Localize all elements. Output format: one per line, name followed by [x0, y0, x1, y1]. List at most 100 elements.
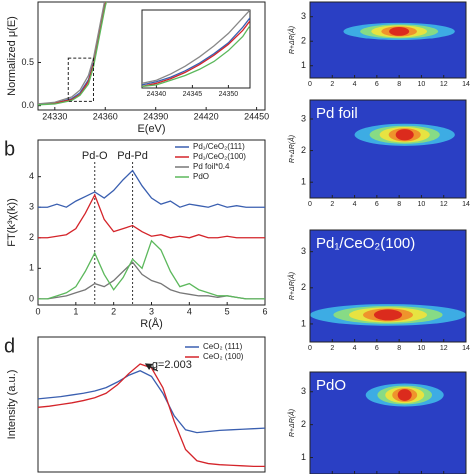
legend-label: CeO₂ (100) — [203, 352, 244, 361]
x-axis-label: R(Å) — [140, 317, 163, 330]
annotation-arrow — [144, 363, 159, 372]
annotation: g=2.003 — [152, 359, 192, 371]
heatmap-peak — [373, 309, 403, 321]
x-tick-label: 2 — [330, 201, 334, 208]
y-axis-label: R+ΔR(Å) — [287, 26, 296, 54]
y-axis-label: FT(k³χ(k)) — [6, 198, 18, 247]
x-tick-label: 0 — [35, 306, 40, 316]
reference-label: Pd-Pd — [117, 150, 148, 162]
y-axis-label: R+ΔR(Å) — [287, 135, 296, 163]
x-tick-label: 24450 — [244, 111, 269, 121]
line-series — [38, 239, 265, 300]
x-tick-label: 2 — [330, 345, 334, 352]
y-tick-label: 0.0 — [21, 100, 34, 110]
y-tick-label: 2 — [301, 419, 306, 429]
plot-frame — [37, 336, 266, 473]
y-tick-label: 3 — [301, 386, 306, 396]
x-tick-label: 12 — [440, 345, 448, 352]
x-tick-label: 24350 — [219, 91, 239, 98]
x-tick-label: 24420 — [194, 111, 219, 121]
x-tick-label: 8 — [397, 201, 401, 208]
heatmap-background — [310, 100, 466, 198]
reference-label: Pd-O — [82, 150, 108, 162]
x-tick-label: 24340 — [147, 91, 167, 98]
heatmap-peak — [397, 389, 412, 401]
y-tick-label: 0.5 — [21, 57, 34, 67]
x-tick-label: 4 — [353, 345, 357, 352]
x-tick-label: 24390 — [143, 111, 168, 121]
x-tick-label: 12 — [440, 201, 448, 208]
panel-letter: b — [4, 138, 15, 160]
x-tick-label: 0 — [308, 345, 312, 352]
line-series — [142, 20, 250, 88]
x-tick-label: 24330 — [42, 111, 67, 121]
panel-title: PdO — [316, 377, 346, 394]
legend-label: CeO₂ (111) — [203, 342, 243, 351]
y-tick-label: 2 — [301, 145, 306, 155]
x-tick-label: 10 — [418, 345, 426, 352]
panel-title: Pd₁/CeO₂(100) — [316, 235, 415, 252]
x-tick-label: 6 — [375, 201, 379, 208]
x-tick-label: 8 — [397, 345, 401, 352]
plot-frame — [309, 99, 467, 199]
x-tick-label: 6 — [262, 306, 267, 316]
panel-letter: d — [4, 335, 15, 357]
y-tick-label: 2 — [29, 232, 34, 242]
y-tick-label: 1 — [301, 318, 306, 328]
x-tick-label: 5 — [225, 306, 230, 316]
x-tick-label: 12 — [440, 81, 448, 88]
x-tick-label: 14 — [462, 201, 470, 208]
y-axis-label: R+ΔR(Å) — [287, 409, 296, 437]
plot-frame — [309, 1, 467, 79]
legend-label: Pd₁/CeO₂(111) — [193, 142, 245, 151]
x-tick-label: 3 — [149, 306, 154, 316]
zoom-box — [67, 57, 94, 102]
legend-label: PdO — [193, 172, 209, 181]
x-tick-label: 6 — [375, 345, 379, 352]
x-tick-label: 10 — [418, 81, 426, 88]
plot-frame — [37, 139, 266, 306]
heatmap-peak — [389, 27, 410, 36]
y-tick-label: 2 — [301, 282, 306, 292]
plot-frame — [141, 9, 251, 89]
x-tick-label: 24360 — [93, 111, 118, 121]
x-tick-label: 0 — [308, 201, 312, 208]
x-tick-label: 14 — [462, 81, 470, 88]
y-axis-label: Intensity (a.u.) — [6, 370, 18, 440]
line-series — [142, 10, 250, 84]
legend-label: Pd₁/CeO₂(100) — [193, 152, 246, 161]
line-series — [38, 193, 265, 239]
y-axis-label: R+ΔR(Å) — [287, 272, 296, 300]
y-tick-label: 3 — [301, 11, 306, 21]
y-tick-label: 1 — [301, 452, 306, 462]
y-tick-label: 3 — [29, 202, 34, 212]
line-series — [142, 25, 250, 88]
x-tick-label: 6 — [375, 81, 379, 88]
line-series — [142, 17, 250, 86]
x-tick-label: 8 — [397, 81, 401, 88]
x-tick-label: 14 — [462, 345, 470, 352]
y-tick-label: 4 — [29, 171, 34, 181]
x-tick-label: 4 — [353, 201, 357, 208]
y-tick-label: 1 — [29, 263, 34, 273]
x-tick-label: 0 — [308, 81, 312, 88]
x-tick-label: 1 — [73, 306, 78, 316]
y-axis-label: Normalized μ(E) — [6, 16, 18, 96]
heatmap-peak — [395, 129, 414, 141]
y-tick-label: 3 — [301, 246, 306, 256]
panel-title: Pd foil — [316, 105, 358, 122]
plot-frame — [309, 229, 467, 343]
line-series — [38, 370, 265, 434]
line-series — [38, 2, 106, 105]
legend-label: Pd foil*0.4 — [193, 162, 230, 171]
heatmap-background — [310, 2, 466, 78]
y-tick-label: 1 — [301, 177, 306, 187]
y-tick-label: 2 — [301, 36, 306, 46]
line-series — [38, 169, 265, 208]
x-tick-label: 24345 — [183, 91, 203, 98]
plot-frame — [309, 371, 467, 474]
x-tick-label: 4 — [187, 306, 192, 316]
y-tick-label: 0 — [29, 293, 34, 303]
x-tick-label: 2 — [330, 81, 334, 88]
